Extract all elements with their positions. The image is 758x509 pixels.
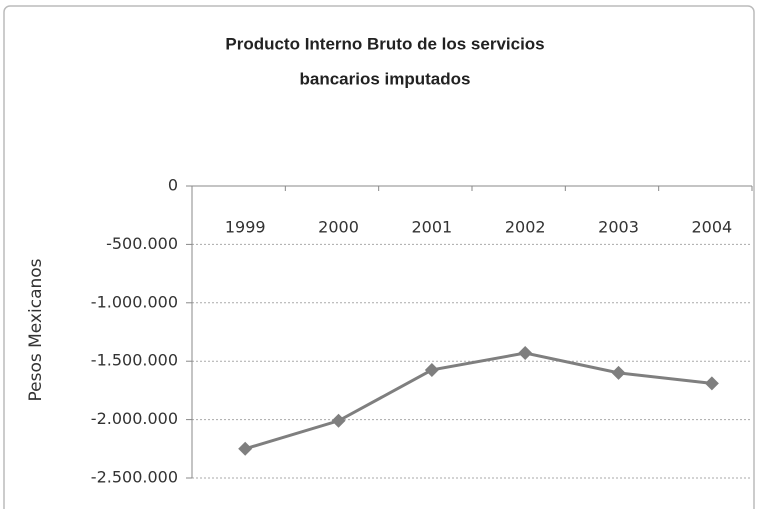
point-marker: [424, 362, 439, 377]
x-tick-label: 2003: [598, 218, 639, 237]
chart-title: Producto Interno Bruto de los servicios: [225, 34, 544, 53]
x-tick-label: 2001: [412, 218, 453, 237]
point-marker: [238, 441, 253, 456]
y-tick-label: -1.500.000: [91, 351, 178, 370]
y-tick-label: -500.000: [106, 234, 178, 253]
point-marker: [704, 376, 719, 391]
x-tick-label: 2004: [692, 218, 733, 237]
point-marker: [611, 365, 626, 380]
x-tick-label: 2002: [505, 218, 546, 237]
y-tick-label: -2.500.000: [91, 468, 178, 487]
y-tick-label: -1.000.000: [91, 292, 178, 311]
chart-title: bancarios imputados: [300, 69, 471, 88]
y-tick-label: -2.000.000: [91, 409, 178, 428]
point-marker: [518, 346, 533, 361]
x-tick-label: 2000: [318, 218, 359, 237]
series-line: [244, 351, 713, 451]
y-tick-label: 0: [168, 176, 178, 195]
y-axis-title: Pesos Mexicanos: [26, 258, 46, 401]
x-tick-label: 1999: [225, 218, 266, 237]
point-marker: [331, 413, 346, 428]
